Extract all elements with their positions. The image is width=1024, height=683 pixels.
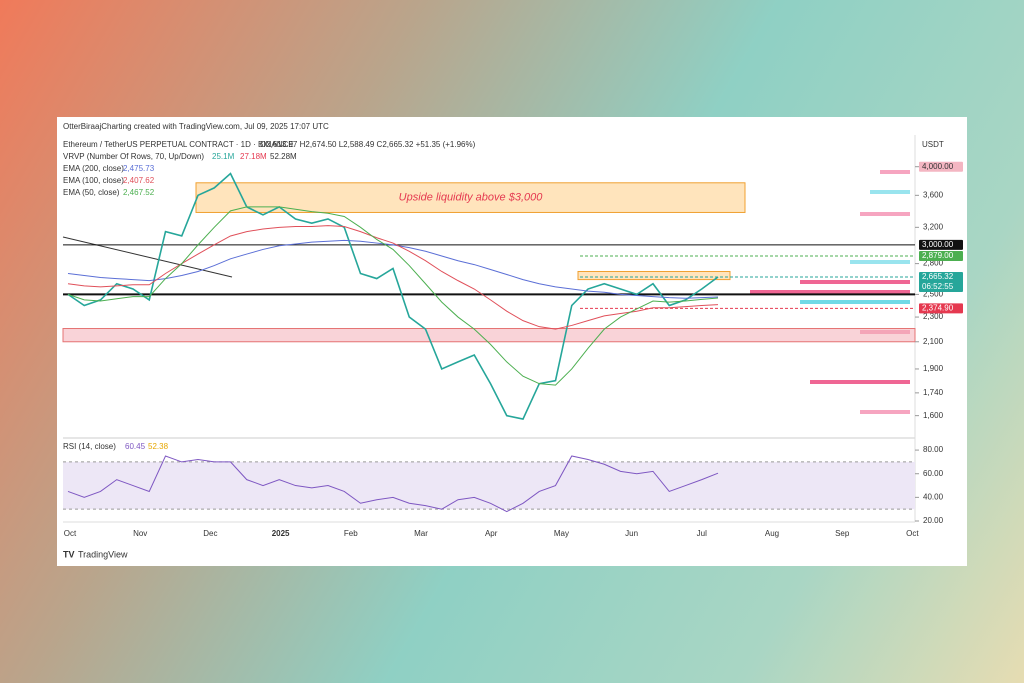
x-tick-label: 2025 <box>272 529 290 538</box>
level-label: 4,000.00 <box>922 162 954 171</box>
x-tick-label: Oct <box>64 529 77 538</box>
x-tick-label: Dec <box>203 529 217 538</box>
vrvp: VRVP (Number Of Rows, 70, Up/Down) <box>63 152 204 161</box>
ema-legend-value: 2,407.62 <box>123 176 155 185</box>
zone-label: Upside liquidity above $3,000 <box>399 192 544 204</box>
rsi-tick-label: 80.00 <box>923 445 944 454</box>
level-badge <box>919 272 963 293</box>
y-tick-label: 3,600 <box>923 190 944 199</box>
y-tick-label: 1,600 <box>923 411 944 420</box>
vrvp-total: 52.28M <box>270 152 297 161</box>
ema-line <box>67 225 719 330</box>
level-sublabel: 06:52:55 <box>922 282 954 291</box>
rsi-legend: RSI (14, close) <box>63 442 116 451</box>
level-label: 2,665.32 <box>922 272 954 281</box>
ema-line <box>67 239 719 299</box>
ohlc: O2,613.97 H2,674.50 L2,588.49 C2,665.32 … <box>260 140 476 149</box>
ema-legend: EMA (50, close) <box>63 188 120 197</box>
x-tick-label: Jun <box>625 529 638 538</box>
zone <box>577 270 731 281</box>
y-tick-label: 3,200 <box>923 222 944 231</box>
x-tick-label: Feb <box>344 529 358 538</box>
zone <box>62 328 916 343</box>
level-label: 2,374.90 <box>922 303 954 312</box>
price-line <box>67 172 719 420</box>
level-badge <box>919 239 963 250</box>
y-tick-label: 2,500 <box>923 290 944 299</box>
x-tick-label: Sep <box>835 529 850 538</box>
level-badge <box>919 303 963 314</box>
ema-line <box>67 206 719 386</box>
vrvp-up: 25.1M <box>212 152 235 161</box>
x-tick-label: Aug <box>765 529 779 538</box>
x-tick-label: May <box>554 529 569 538</box>
currency: USDT <box>922 140 944 149</box>
x-tick-label: Apr <box>485 529 498 538</box>
ema-legend-value: 2,467.52 <box>123 188 155 197</box>
y-tick-label: 2,300 <box>923 312 944 321</box>
x-tick-label: Nov <box>133 529 147 538</box>
zone <box>195 182 746 213</box>
level-label: 3,000.00 <box>922 240 954 249</box>
footer: TradingView <box>78 549 128 559</box>
y-tick-label: 1,740 <box>923 388 944 397</box>
symbol: Ethereum / TetherUS PERPETUAL CONTRACT ·… <box>63 140 294 149</box>
rsi-line <box>67 455 719 513</box>
rsi-legend-value: 60.45 <box>125 442 146 451</box>
y-tick-label: 2,100 <box>923 337 944 346</box>
vrvp-down: 27.18M <box>240 152 267 161</box>
x-tick-label: Oct <box>906 529 919 538</box>
rsi-legend-value: 52.38 <box>148 442 169 451</box>
rsi-tick-label: 60.00 <box>923 469 944 478</box>
rsi-tick-label: 40.00 <box>923 492 944 501</box>
x-tick-label: Jul <box>697 529 707 538</box>
ema-legend-value: 2,475.73 <box>123 164 155 173</box>
y-tick-label: 2,800 <box>923 259 944 268</box>
footer-logo: TV <box>63 549 75 559</box>
level-badge <box>919 161 963 172</box>
level-label: 2,879.00 <box>922 251 954 260</box>
y-tick-label: 1,900 <box>923 364 944 373</box>
trend-line <box>62 236 233 278</box>
level-badge <box>919 251 963 262</box>
ema-legend: EMA (200, close) <box>63 164 124 173</box>
x-tick-label: Mar <box>414 529 428 538</box>
rsi-tick-label: 20.00 <box>923 516 944 525</box>
rsi-band <box>63 461 915 510</box>
ema-legend: EMA (100, close) <box>63 176 124 185</box>
credit: OtterBiraajCharting created with Trading… <box>63 122 329 131</box>
